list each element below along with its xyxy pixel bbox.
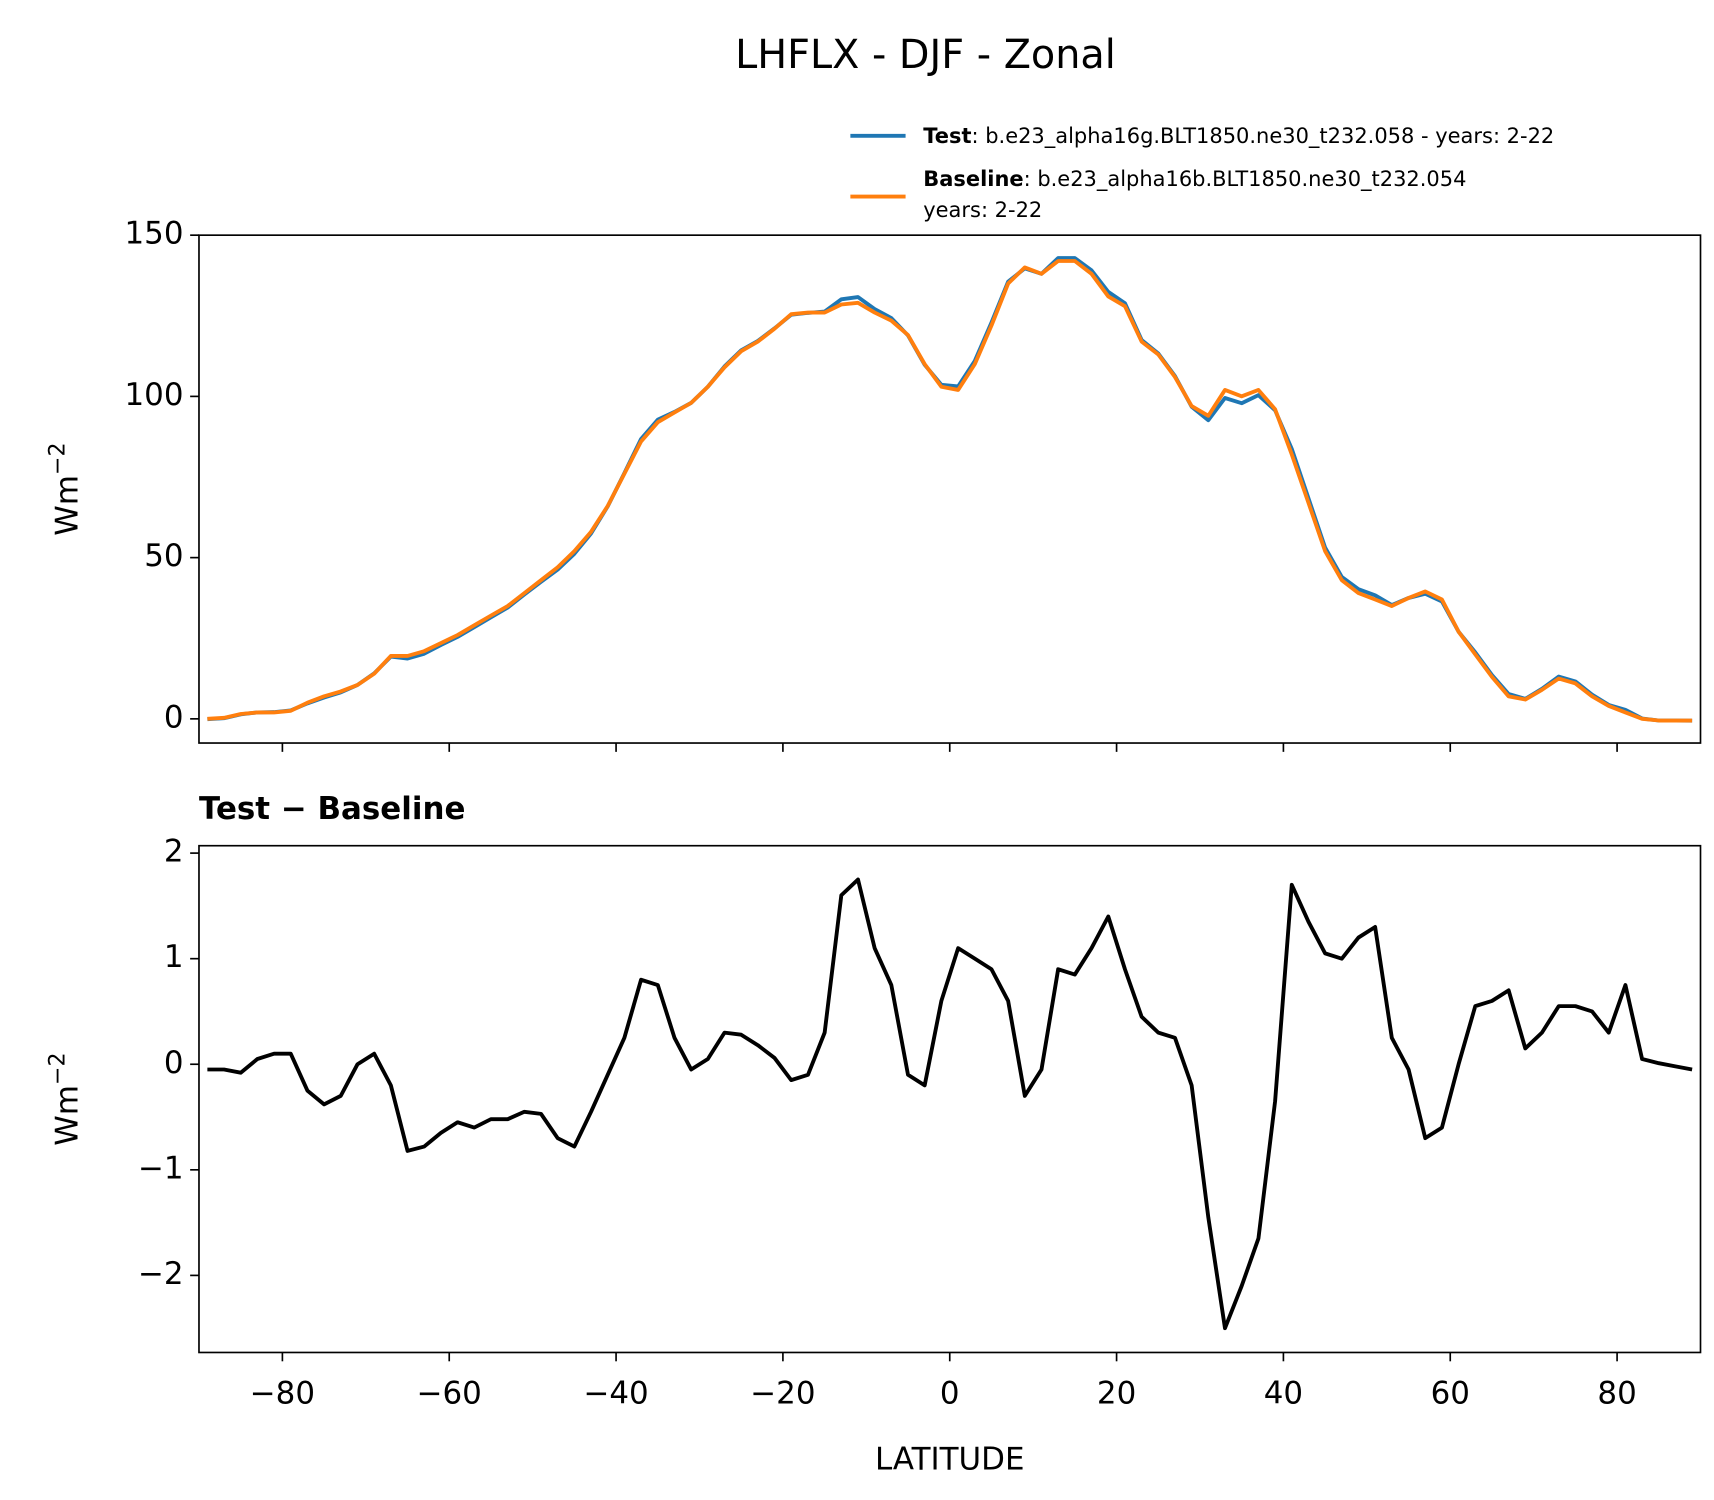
series-line xyxy=(207,877,1693,1331)
chart-title: LHFLX - DJF - Zonal xyxy=(735,32,1116,78)
subplot-title: Test − Baseline xyxy=(199,791,465,827)
y-tick-label: 2 xyxy=(164,834,184,870)
x-axis-label: LATITUDE xyxy=(875,1442,1025,1478)
y-tick-label: 0 xyxy=(164,1045,184,1081)
legend-text: : b.e23_alpha16g.BLT1850.ne30_t232.058 -… xyxy=(971,124,1554,149)
x-tick-label: −40 xyxy=(583,1375,648,1411)
series-line xyxy=(207,256,1693,723)
y-tick-label: 0 xyxy=(164,699,184,735)
series-line xyxy=(207,259,1693,723)
y-tick-label: 100 xyxy=(125,377,184,413)
x-tick-label: −60 xyxy=(417,1375,482,1411)
y-tick-label: 50 xyxy=(144,538,183,574)
y-label-base: Wm xyxy=(50,475,86,536)
x-tick-label: 20 xyxy=(1097,1375,1136,1411)
y-tick-label: 150 xyxy=(125,216,184,252)
y-label-base: Wm xyxy=(50,1085,86,1146)
y-label-sup: −2 xyxy=(45,442,70,475)
y-tick-label: −1 xyxy=(138,1150,184,1186)
y-axis-label: Wm−2 xyxy=(45,1052,85,1145)
y-tick-label: 1 xyxy=(164,939,184,975)
legend-label: Test: b.e23_alpha16g.BLT1850.ne30_t232.0… xyxy=(923,124,1554,149)
x-tick-label: 0 xyxy=(940,1375,960,1411)
legend-label: years: 2-22 xyxy=(923,198,1042,222)
plot-frame xyxy=(198,234,1702,744)
plot-frame xyxy=(198,844,1702,1354)
legend-text: : b.e23_alpha16b.BLT1850.ne30_t232.054 xyxy=(1024,167,1467,192)
y-label-sup: −2 xyxy=(45,1052,70,1085)
x-tick-label: 60 xyxy=(1431,1375,1470,1411)
legend-name: Test xyxy=(923,124,971,148)
x-tick-label: 80 xyxy=(1597,1375,1636,1411)
y-tick-label: −2 xyxy=(138,1256,184,1292)
x-tick-label: −80 xyxy=(250,1375,315,1411)
legend-label: Baseline: b.e23_alpha16b.BLT1850.ne30_t2… xyxy=(923,167,1466,192)
legend-name: Baseline xyxy=(923,167,1023,191)
y-axis-label: Wm−2 xyxy=(45,442,85,535)
x-tick-label: −20 xyxy=(750,1375,815,1411)
x-tick-label: 40 xyxy=(1264,1375,1303,1411)
